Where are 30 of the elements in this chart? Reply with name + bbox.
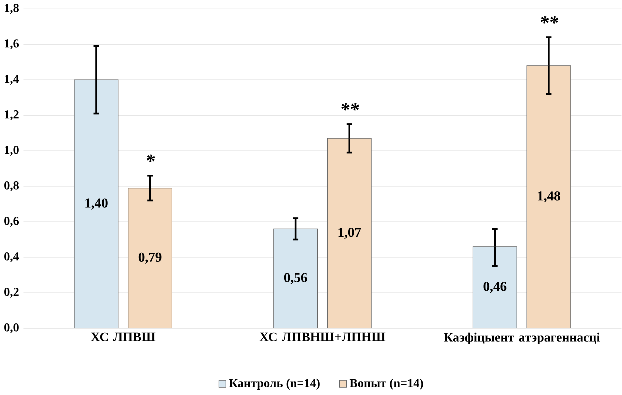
annotation: ** — [342, 103, 360, 111]
data-label: 1,40 — [86, 198, 108, 210]
data-label: 0,46 — [484, 282, 507, 294]
y-tick-label: 0,4 — [4, 252, 20, 263]
data-label: 1,48 — [538, 192, 560, 203]
legend-label: Кантроль (n=14) — [229, 379, 320, 390]
bar — [128, 188, 172, 329]
y-tick-label: 1,0 — [5, 146, 19, 156]
x-tick-label: Каэфіцыент атэрагеннасці — [444, 333, 600, 345]
bar — [327, 138, 372, 329]
bar — [74, 80, 119, 329]
x-tick-label: ХС ЛПВШ — [91, 333, 156, 342]
bar — [526, 66, 572, 329]
x-tick-label: ХС ЛПВНШ+ЛПНШ — [260, 333, 386, 342]
y-tick-label: 0,8 — [4, 182, 19, 192]
y-tick-label: 1,2 — [5, 110, 19, 121]
annotation: * — [147, 154, 156, 162]
y-tick-label: 1,4 — [5, 75, 20, 86]
y-tick-label: 0,2 — [4, 288, 19, 298]
data-label: 0,56 — [284, 273, 308, 285]
bar — [472, 246, 518, 329]
annotation: ** — [540, 16, 559, 24]
y-tick-label: 0,6 — [4, 217, 20, 228]
legend-label: Вопыт (n=14) — [350, 379, 424, 390]
y-tick-label: 1,8 — [5, 4, 19, 14]
y-tick-label: 1,6 — [5, 40, 20, 50]
bar — [274, 229, 318, 329]
data-label: 0,79 — [138, 252, 162, 264]
y-tick-label: 0,0 — [4, 324, 19, 334]
data-label: 1,07 — [338, 228, 362, 240]
